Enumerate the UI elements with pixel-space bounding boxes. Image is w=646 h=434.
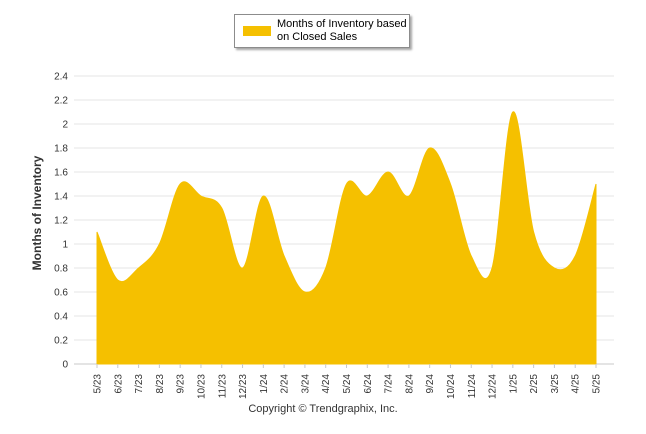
x-tick-label: 1/24 bbox=[259, 374, 270, 394]
y-tick-label: 1.6 bbox=[54, 168, 68, 179]
y-tick-label: 0.8 bbox=[54, 264, 68, 275]
x-tick-label: 2/25 bbox=[529, 374, 540, 394]
x-tick-label: 6/23 bbox=[113, 374, 124, 394]
area-series bbox=[96, 111, 597, 365]
x-tick-label: 8/24 bbox=[404, 374, 415, 394]
legend-swatch bbox=[243, 26, 271, 36]
y-tick-label: 0.4 bbox=[54, 312, 68, 323]
y-tick-label: 2.2 bbox=[54, 96, 68, 107]
x-tick-label: 12/24 bbox=[488, 374, 499, 399]
x-tick-label: 11/23 bbox=[217, 374, 228, 399]
y-axis-label: Months of Inventory bbox=[30, 155, 44, 270]
x-tick-label: 4/24 bbox=[321, 374, 332, 394]
chart-legend: Months of Inventory based on Closed Sale… bbox=[234, 14, 410, 48]
x-axis-ticks: 5/23 6/23 7/23 8/23 9/23 10/23 11/23 12/23 1/24 2… bbox=[93, 364, 603, 399]
y-tick-label: 0.6 bbox=[54, 288, 68, 299]
x-tick-label: 2/24 bbox=[280, 374, 291, 394]
x-tick-label: 8/23 bbox=[155, 374, 166, 394]
legend-label: Months of Inventory based on Closed Sale… bbox=[277, 18, 407, 43]
y-tick-label: 0.2 bbox=[54, 336, 68, 347]
x-tick-label: 7/24 bbox=[384, 374, 395, 394]
x-tick-label: 9/23 bbox=[176, 374, 187, 394]
y-axis-ticks: 0 0.2 0.4 0.6 0.8 1 1.2 1.4 1.6 1.8 2 2.2 2.4 bbox=[54, 72, 68, 371]
x-tick-label: 5/24 bbox=[342, 374, 353, 394]
x-tick-label: 10/24 bbox=[446, 374, 457, 399]
y-tick-label: 0 bbox=[62, 360, 68, 371]
x-tick-label: 11/24 bbox=[467, 374, 478, 399]
x-tick-label: 9/24 bbox=[425, 374, 436, 394]
x-tick-label: 3/25 bbox=[550, 374, 561, 394]
x-tick-label: 10/23 bbox=[196, 374, 207, 399]
y-tick-label: 1.4 bbox=[54, 192, 68, 203]
x-tick-label: 6/24 bbox=[363, 374, 374, 394]
y-tick-label: 1.2 bbox=[54, 216, 68, 227]
x-tick-label: 12/23 bbox=[238, 374, 249, 399]
x-tick-label: 5/23 bbox=[93, 374, 104, 394]
y-tick-label: 2 bbox=[62, 120, 68, 131]
x-tick-label: 3/24 bbox=[300, 374, 311, 394]
x-tick-label: 1/25 bbox=[508, 374, 519, 394]
x-tick-label: 4/25 bbox=[571, 374, 582, 394]
copyright-footer: Copyright © Trendgraphix, Inc. bbox=[248, 403, 398, 415]
x-tick-label: 7/23 bbox=[134, 374, 145, 394]
x-tick-label: 5/25 bbox=[592, 374, 603, 394]
y-tick-label: 2.4 bbox=[54, 72, 68, 83]
y-tick-label: 1 bbox=[62, 240, 68, 251]
y-tick-label: 1.8 bbox=[54, 144, 68, 155]
